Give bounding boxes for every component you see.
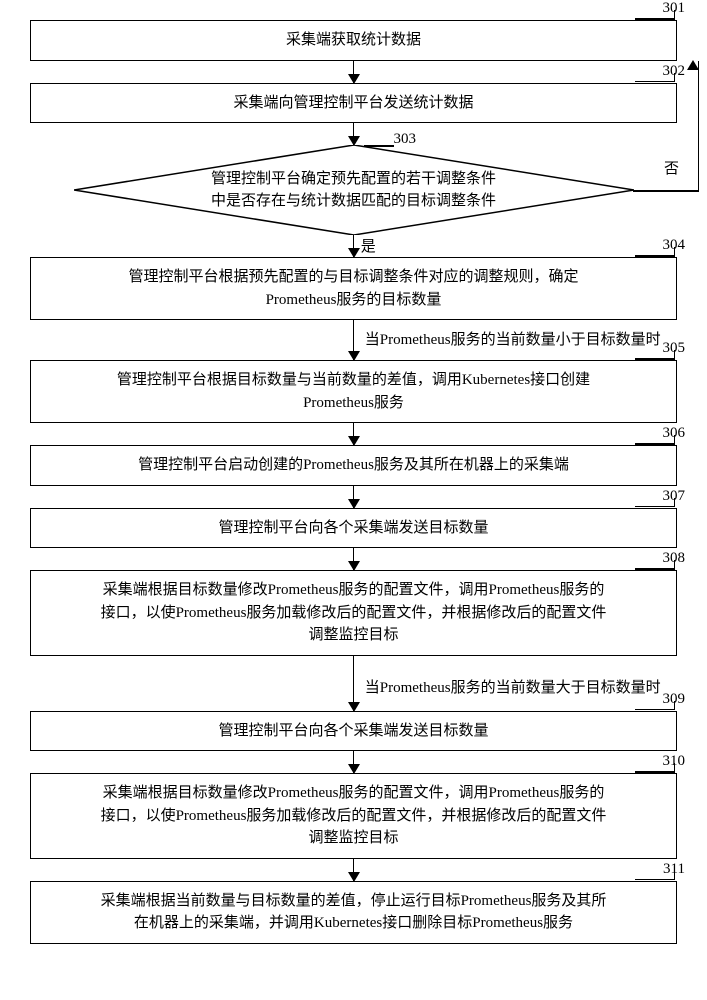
t: 采集端根据目标数量修改Prometheus服务的配置文件，调用Prometheu… — [103, 785, 605, 801]
step-box: 采集端向管理控制平台发送统计数据 — [30, 83, 677, 124]
t: 接口，以使Prometheus服务加载修改后的配置文件，并根据修改后的配置文件 — [101, 605, 607, 621]
leader-line — [635, 443, 675, 445]
step-301: 采集端获取统计数据 301 — [30, 20, 677, 61]
step-box: 管理控制平台根据预先配置的与目标调整条件对应的调整规则，确定 Prometheu… — [30, 257, 677, 320]
t: Prometheus服务的目标数量 — [266, 292, 442, 308]
t: 采集端根据目标数量修改Prometheus服务的配置文件，调用Prometheu… — [103, 582, 605, 598]
leader-line — [635, 358, 675, 360]
arrow-icon: 当Prometheus服务的当前数量大于目标数量时 — [353, 656, 355, 711]
leader-line — [635, 255, 675, 257]
step-box: 采集端根据目标数量修改Prometheus服务的配置文件，调用Prometheu… — [30, 773, 677, 859]
step-308: 采集端根据目标数量修改Prometheus服务的配置文件，调用Prometheu… — [30, 570, 677, 656]
step-box: 管理控制平台向各个采集端发送目标数量 — [30, 508, 677, 549]
t: Prometheus服务 — [303, 395, 404, 411]
t: 采集端根据当前数量与目标数量的差值，停止运行目标Prometheus服务及其所 — [101, 893, 607, 909]
leader-line — [635, 81, 675, 83]
step-box: 管理控制平台根据目标数量与当前数量的差值，调用Kubernetes接口创建 Pr… — [30, 360, 677, 423]
t: 调整监控目标 — [308, 830, 398, 846]
t: 调整监控目标 — [308, 627, 398, 643]
t: 中是否存在与统计数据匹配的目标调整条件 — [211, 193, 496, 209]
arrow-icon: 是 — [353, 235, 355, 257]
step-box: 采集端根据当前数量与目标数量的差值，停止运行目标Prometheus服务及其所 … — [30, 881, 677, 944]
arrow-icon — [353, 486, 355, 508]
step-num: 305 — [663, 340, 686, 357]
step-text: 管理控制平台向各个采集端发送目标数量 — [218, 520, 488, 536]
step-num: 311 — [663, 861, 685, 878]
arrow-icon — [353, 859, 355, 881]
arrow-icon — [353, 423, 355, 445]
step-310: 采集端根据目标数量修改Prometheus服务的配置文件，调用Prometheu… — [30, 773, 677, 859]
decision-303: 管理控制平台确定预先配置的若干调整条件 中是否存在与统计数据匹配的目标调整条件 … — [30, 145, 677, 235]
t: 管理控制平台确定预先配置的若干调整条件 — [211, 171, 496, 187]
step-box: 采集端获取统计数据 — [30, 20, 677, 61]
branch-label: 当Prometheus服务的当前数量大于目标数量时 — [365, 676, 661, 697]
step-302: 采集端向管理控制平台发送统计数据 302 — [30, 83, 677, 124]
step-304: 管理控制平台根据预先配置的与目标调整条件对应的调整规则，确定 Prometheu… — [30, 257, 677, 320]
no-path-h — [633, 190, 699, 192]
t: 管理控制平台根据预先配置的与目标调整条件对应的调整规则，确定 — [128, 269, 578, 285]
leader-line — [635, 506, 675, 508]
step-box: 采集端根据目标数量修改Prometheus服务的配置文件，调用Prometheu… — [30, 570, 677, 656]
arrow-icon: 当Prometheus服务的当前数量小于目标数量时 — [353, 320, 355, 360]
arrow-icon — [353, 548, 355, 570]
arrow-icon — [353, 123, 355, 145]
step-box: 管理控制平台向各个采集端发送目标数量 — [30, 711, 677, 752]
step-text: 采集端获取统计数据 — [286, 32, 421, 48]
no-label: 否 — [664, 157, 679, 178]
decision-text: 管理控制平台确定预先配置的若干调整条件 中是否存在与统计数据匹配的目标调整条件 — [74, 145, 634, 235]
t: 在机器上的采集端，并调用Kubernetes接口删除目标Prometheus服务 — [134, 915, 573, 931]
arrow-icon — [353, 61, 355, 83]
step-text: 管理控制平台启动创建的Prometheus服务及其所在机器上的采集端 — [138, 457, 569, 473]
leader-line — [635, 709, 675, 711]
step-box: 管理控制平台启动创建的Prometheus服务及其所在机器上的采集端 — [30, 445, 677, 486]
leader-line — [635, 879, 675, 881]
decision-diamond: 管理控制平台确定预先配置的若干调整条件 中是否存在与统计数据匹配的目标调整条件 — [74, 145, 634, 235]
step-311: 采集端根据当前数量与目标数量的差值，停止运行目标Prometheus服务及其所 … — [30, 881, 677, 944]
step-309: 管理控制平台向各个采集端发送目标数量 309 — [30, 711, 677, 752]
step-306: 管理控制平台启动创建的Prometheus服务及其所在机器上的采集端 306 — [30, 445, 677, 486]
step-305: 管理控制平台根据目标数量与当前数量的差值，调用Kubernetes接口创建 Pr… — [30, 360, 677, 423]
branch-label: 当Prometheus服务的当前数量小于目标数量时 — [365, 328, 661, 349]
arrow-icon — [353, 751, 355, 773]
step-num: 307 — [663, 488, 686, 505]
step-num: 308 — [663, 550, 686, 567]
step-num: 306 — [663, 425, 686, 442]
step-num: 303 — [394, 131, 680, 148]
leader-line — [364, 145, 394, 147]
no-return-path — [677, 61, 699, 191]
t: 管理控制平台根据目标数量与当前数量的差值，调用Kubernetes接口创建 — [117, 372, 590, 388]
step-text: 管理控制平台向各个采集端发送目标数量 — [218, 723, 488, 739]
step-num: 304 — [663, 237, 686, 254]
step-text: 采集端向管理控制平台发送统计数据 — [233, 95, 473, 111]
yes-label: 是 — [361, 235, 376, 256]
leader-line — [635, 771, 675, 773]
step-307: 管理控制平台向各个采集端发送目标数量 307 — [30, 508, 677, 549]
step-num: 301 — [663, 0, 686, 17]
leader-line — [635, 18, 675, 20]
leader-line — [635, 568, 675, 570]
flowchart: 采集端获取统计数据 301 采集端向管理控制平台发送统计数据 302 管理控制平… — [30, 20, 677, 944]
step-num: 310 — [663, 753, 686, 770]
t: 接口，以使Prometheus服务加载修改后的配置文件，并根据修改后的配置文件 — [101, 808, 607, 824]
step-num: 309 — [663, 691, 686, 708]
